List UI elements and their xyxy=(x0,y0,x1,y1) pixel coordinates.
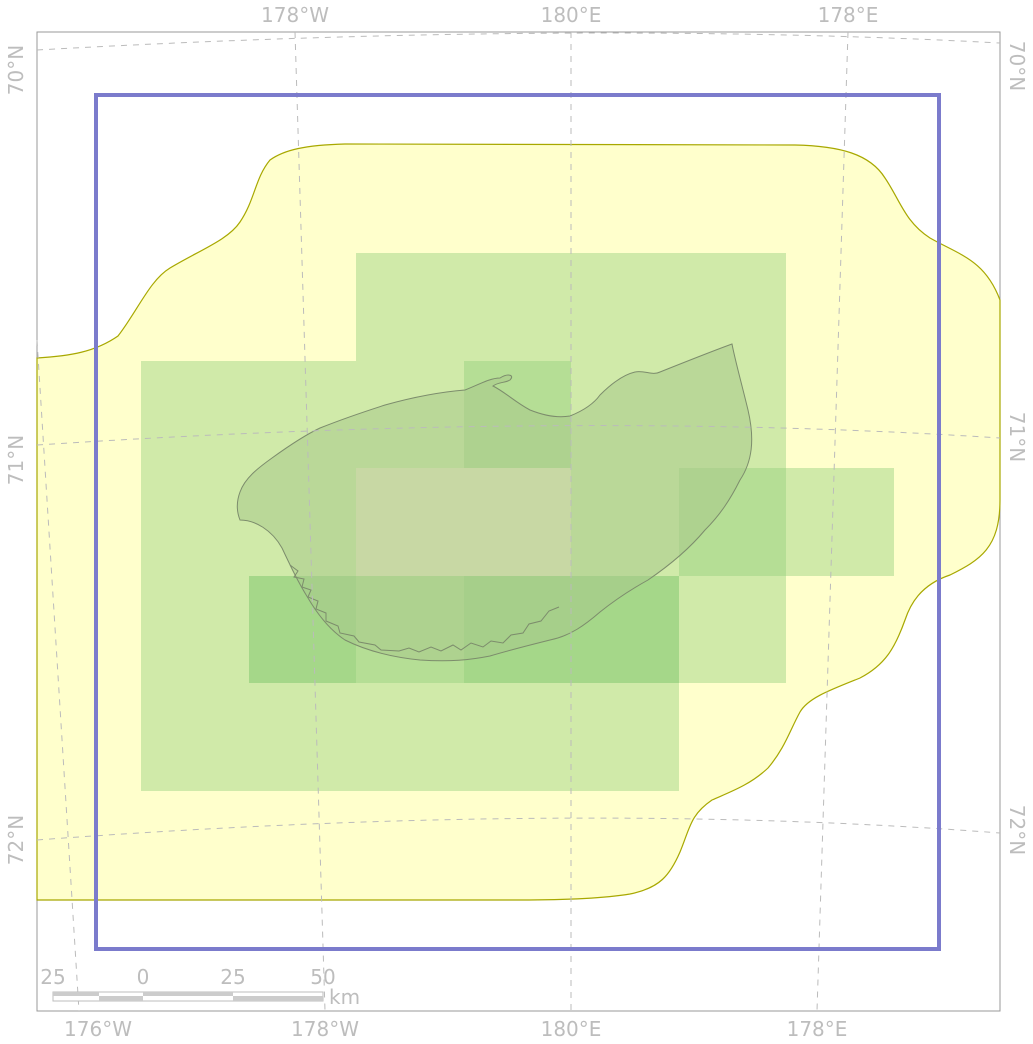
graticule-label-left: 72°N xyxy=(4,815,28,865)
study-extent-frame xyxy=(94,93,941,951)
graticule-label-bottom: 180°E xyxy=(541,1017,602,1041)
parallel-72n xyxy=(36,817,1001,841)
graticule-label-top: 178°W xyxy=(261,3,329,27)
island xyxy=(236,343,753,662)
graticule-label-right: 71°N xyxy=(1005,412,1029,462)
grid-cell xyxy=(571,683,679,791)
parallel-71n xyxy=(36,425,1001,446)
graticule-label-bottom: 176°W xyxy=(64,1017,132,1041)
graticule-label-bottom: 178°E xyxy=(787,1017,848,1041)
graticule-label-right: 72°N xyxy=(1005,805,1029,855)
scale-tick-label: 0 xyxy=(137,965,150,989)
scale-bar-segment xyxy=(233,996,323,1001)
graticule xyxy=(36,31,1001,1012)
scale-tick-label: 25 xyxy=(40,965,65,989)
graticule-label-left: 71°N xyxy=(4,435,28,485)
scale-tick-label: 50 xyxy=(310,965,335,989)
scale-unit-label: km xyxy=(329,985,360,1009)
scale-bar-segment xyxy=(99,996,143,1001)
scale-bar: 25 0 25 50 km xyxy=(40,965,360,1009)
graticule-label-top: 180°E xyxy=(541,3,602,27)
meridian-176w xyxy=(36,339,80,1012)
parallel-70n xyxy=(36,32,1001,51)
meridian-178e xyxy=(816,31,849,1012)
scale-bar-segment xyxy=(143,992,233,996)
graticule-label-left: 70°N xyxy=(4,45,28,95)
meridian-178w-top xyxy=(294,31,326,1012)
scale-bar-segment xyxy=(53,992,99,996)
graticule-label-top: 178°E xyxy=(818,3,879,27)
graticule-label-right: 70°N xyxy=(1005,41,1029,91)
island-coast-detail xyxy=(289,564,560,653)
scale-tick-label: 25 xyxy=(220,965,245,989)
graticule-label-bottom: 178°W xyxy=(291,1017,359,1041)
